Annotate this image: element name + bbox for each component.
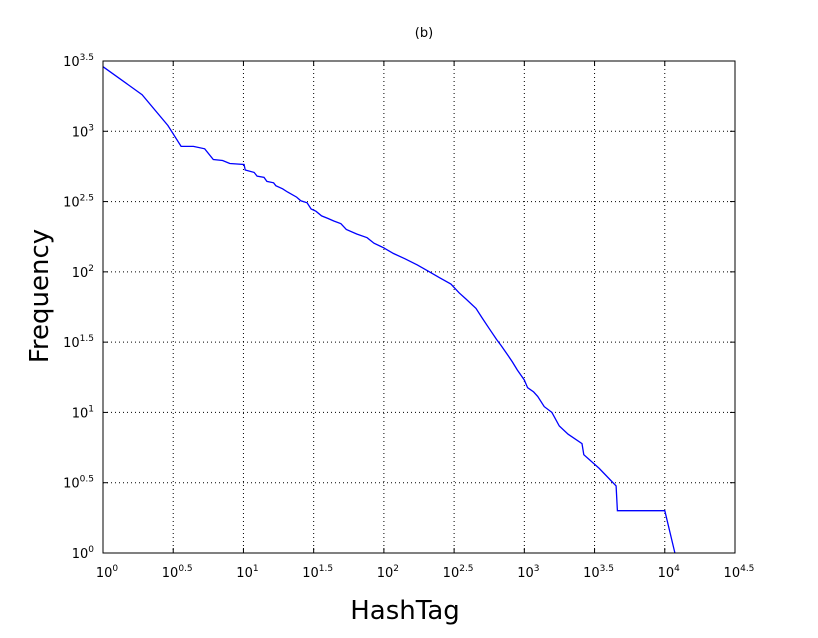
plot-frame: [102, 60, 736, 554]
ticks: [102, 60, 736, 554]
y-tick-label: 101: [72, 404, 94, 421]
x-tick-label: 103: [517, 564, 539, 581]
x-tick-labels: 100 100.5 101 101.5 102 102.5 103 103.5 104 104.5: [96, 564, 755, 581]
x-tick-label: 100.5: [162, 564, 193, 581]
grid: [103, 61, 735, 553]
y-tick-label: 103: [72, 123, 94, 140]
x-tick-label: 104: [658, 564, 681, 581]
y-tick-labels: 100 100.5 101 101.5 102 102.5 103 103.5: [63, 53, 94, 562]
x-axis-label: HashTag: [350, 596, 460, 626]
x-tick-label: 102.5: [443, 564, 474, 581]
y-tick-label: 102.5: [63, 194, 94, 211]
y-tick-label: 101.5: [63, 334, 94, 351]
y-axis-label: Frequency: [25, 229, 55, 363]
x-tick-label: 102: [377, 564, 399, 581]
y-tick-label: 103.5: [63, 53, 94, 70]
y-tick-label: 100.5: [63, 475, 94, 492]
y-tick-label: 100: [72, 545, 95, 562]
chart-title: (b): [415, 26, 433, 41]
x-tick-label: 104.5: [724, 564, 755, 581]
y-tick-label: 102: [72, 264, 94, 281]
x-tick-label: 101.5: [302, 564, 333, 581]
x-tick-label: 100: [96, 564, 119, 581]
x-tick-label: 101: [236, 564, 258, 581]
series-line: [102, 66, 676, 554]
x-tick-label: 103.5: [583, 564, 614, 581]
